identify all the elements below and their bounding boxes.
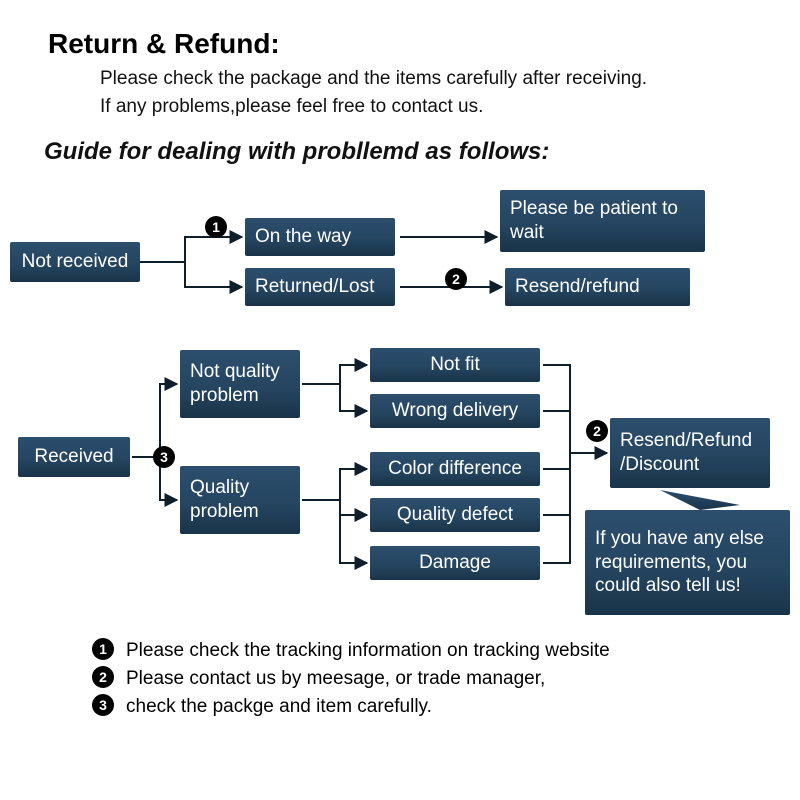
node-resend-discount: Resend/Refund /Discount [610, 418, 770, 488]
badge-b2-top: 2 [445, 268, 467, 290]
node-else-req: If you have any else requirements, you c… [585, 510, 790, 615]
footnote-badge-3: 3 [92, 694, 114, 716]
node-returned-lost: Returned/Lost [245, 268, 395, 306]
node-quality-defect: Quality defect [370, 498, 540, 532]
footnote-badge-1: 1 [92, 638, 114, 660]
badge-b2-mid: 2 [586, 420, 608, 442]
node-not-quality: Not quality problem [180, 350, 300, 418]
page-title: Return & Refund: [48, 28, 280, 60]
node-wrong-delivery: Wrong delivery [370, 394, 540, 428]
node-color-diff: Color difference [370, 452, 540, 486]
footnote-2: Please contact us by meesage, or trade m… [126, 668, 545, 690]
footnote-3: check the packge and item carefully. [126, 696, 432, 718]
node-quality: Quality problem [180, 466, 300, 534]
badge-b3: 3 [153, 446, 175, 468]
guide-heading: Guide for dealing with probllemd as foll… [44, 138, 549, 166]
node-not-received: Not received [10, 242, 140, 282]
intro-line-2: If any problems,please feel free to cont… [100, 96, 483, 118]
node-on-the-way: On the way [245, 218, 395, 256]
node-received: Received [18, 437, 130, 477]
badge-b1: 1 [205, 216, 227, 238]
node-not-fit: Not fit [370, 348, 540, 382]
node-damage: Damage [370, 546, 540, 580]
node-patient: Please be patient to wait [500, 190, 705, 252]
footnote-1: Please check the tracking information on… [126, 640, 610, 662]
footnote-badge-2: 2 [92, 666, 114, 688]
intro-line-1: Please check the package and the items c… [100, 68, 647, 90]
node-resend-refund: Resend/refund [505, 268, 690, 306]
